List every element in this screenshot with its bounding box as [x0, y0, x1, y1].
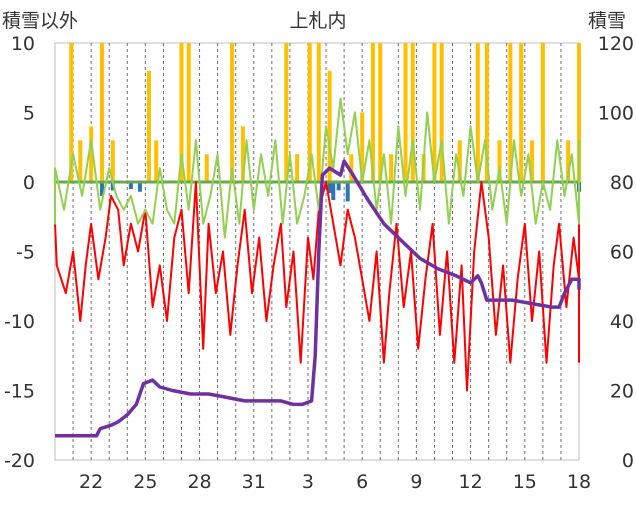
snowfall-bar: [186, 43, 191, 182]
x-tick-label: 6: [356, 471, 368, 493]
series-line-1: [54, 181, 580, 392]
snowfall-bar: [69, 43, 74, 182]
snowfall-bar: [577, 43, 581, 182]
snowfall-bar: [154, 140, 159, 182]
snowfall-bar: [316, 43, 321, 182]
left-tick-label: -5: [16, 242, 35, 264]
snowfall-bar: [240, 126, 245, 182]
left-tick-label: -10: [4, 311, 35, 333]
right-tick-label: 0: [622, 450, 634, 472]
series-line-0: [55, 159, 581, 438]
negative-bar: [327, 182, 332, 194]
series-line-2: [54, 97, 580, 239]
snowfall-bar: [508, 43, 513, 182]
snowfall-bar: [540, 43, 545, 182]
x-tick-label: 22: [79, 471, 103, 493]
snowfall-bar: [204, 154, 209, 182]
snowfall-bar: [349, 154, 354, 182]
snowfall-bar: [295, 154, 300, 182]
snowfall-bar: [410, 43, 415, 182]
snowfall-bar: [439, 43, 444, 182]
right-tick-label: 20: [610, 381, 634, 403]
snowfall-bar: [179, 43, 184, 182]
right-tick-label: 40: [610, 311, 634, 333]
x-tick-label: 15: [513, 471, 537, 493]
right-y-axis-ticks: 120 100 80 60 40 20 0: [598, 33, 634, 472]
chart-title: 上札内: [289, 10, 346, 32]
right-tick-label: 60: [610, 242, 634, 264]
left-tick-label: -20: [4, 450, 35, 472]
snowfall-bar: [230, 43, 235, 182]
negative-bar: [336, 182, 341, 191]
left-tick-label: -15: [4, 381, 35, 403]
snowfall-bar: [78, 140, 83, 182]
series-lines: [54, 97, 581, 438]
left-axis-label: 積雪以外: [2, 10, 78, 32]
right-axis-label: 積雪: [588, 10, 626, 32]
snowfall-bar: [307, 43, 312, 182]
snowfall-bar: [519, 43, 524, 182]
x-tick-label: 25: [133, 471, 157, 493]
left-tick-label: 0: [23, 172, 35, 194]
snowfall-bar: [378, 43, 383, 182]
x-tick-label: 18: [567, 471, 591, 493]
snowfall-bar: [110, 140, 115, 182]
negative-bar: [99, 182, 104, 196]
snowfall-bar: [360, 112, 365, 182]
snowfall-bar: [432, 43, 437, 182]
snowfall-bar: [484, 43, 489, 182]
negative-bar: [331, 182, 336, 201]
left-tick-label: 10: [11, 33, 35, 55]
x-tick-label: 28: [187, 471, 211, 493]
snowfall-bar: [371, 43, 376, 182]
snowfall-bar: [403, 43, 408, 182]
negative-bar: [110, 182, 115, 191]
snowfall-bar: [530, 140, 535, 182]
snowfall-bar: [497, 140, 502, 182]
snowfall-bar: [475, 43, 480, 182]
snowfall-bar: [89, 126, 94, 182]
snowfall-bars: [69, 43, 581, 182]
x-tick-label: 9: [410, 471, 422, 493]
negative-bar: [137, 182, 142, 192]
snowfall-bar: [99, 43, 104, 182]
x-tick-label: 31: [242, 471, 266, 493]
right-tick-label: 100: [598, 103, 634, 125]
snowfall-bar: [457, 140, 462, 182]
left-tick-label: 5: [23, 103, 35, 125]
x-tick-label: 3: [302, 471, 314, 493]
snowfall-bar: [327, 70, 332, 182]
snowfall-bar: [146, 70, 151, 182]
left-y-axis-ticks: 10 5 0 -5 -10 -15 -20: [4, 33, 35, 472]
snowfall-bar: [566, 140, 571, 182]
negative-bar: [345, 182, 350, 202]
right-tick-label: 120: [598, 33, 634, 55]
negative-bar: [128, 182, 133, 189]
snowfall-bar: [389, 154, 394, 182]
snowfall-bar: [284, 43, 289, 182]
right-tick-label: 80: [610, 172, 634, 194]
x-axis-ticks: 22 25 28 31 3 6 9 12 15 18: [79, 471, 591, 493]
x-tick-label: 12: [458, 471, 482, 493]
